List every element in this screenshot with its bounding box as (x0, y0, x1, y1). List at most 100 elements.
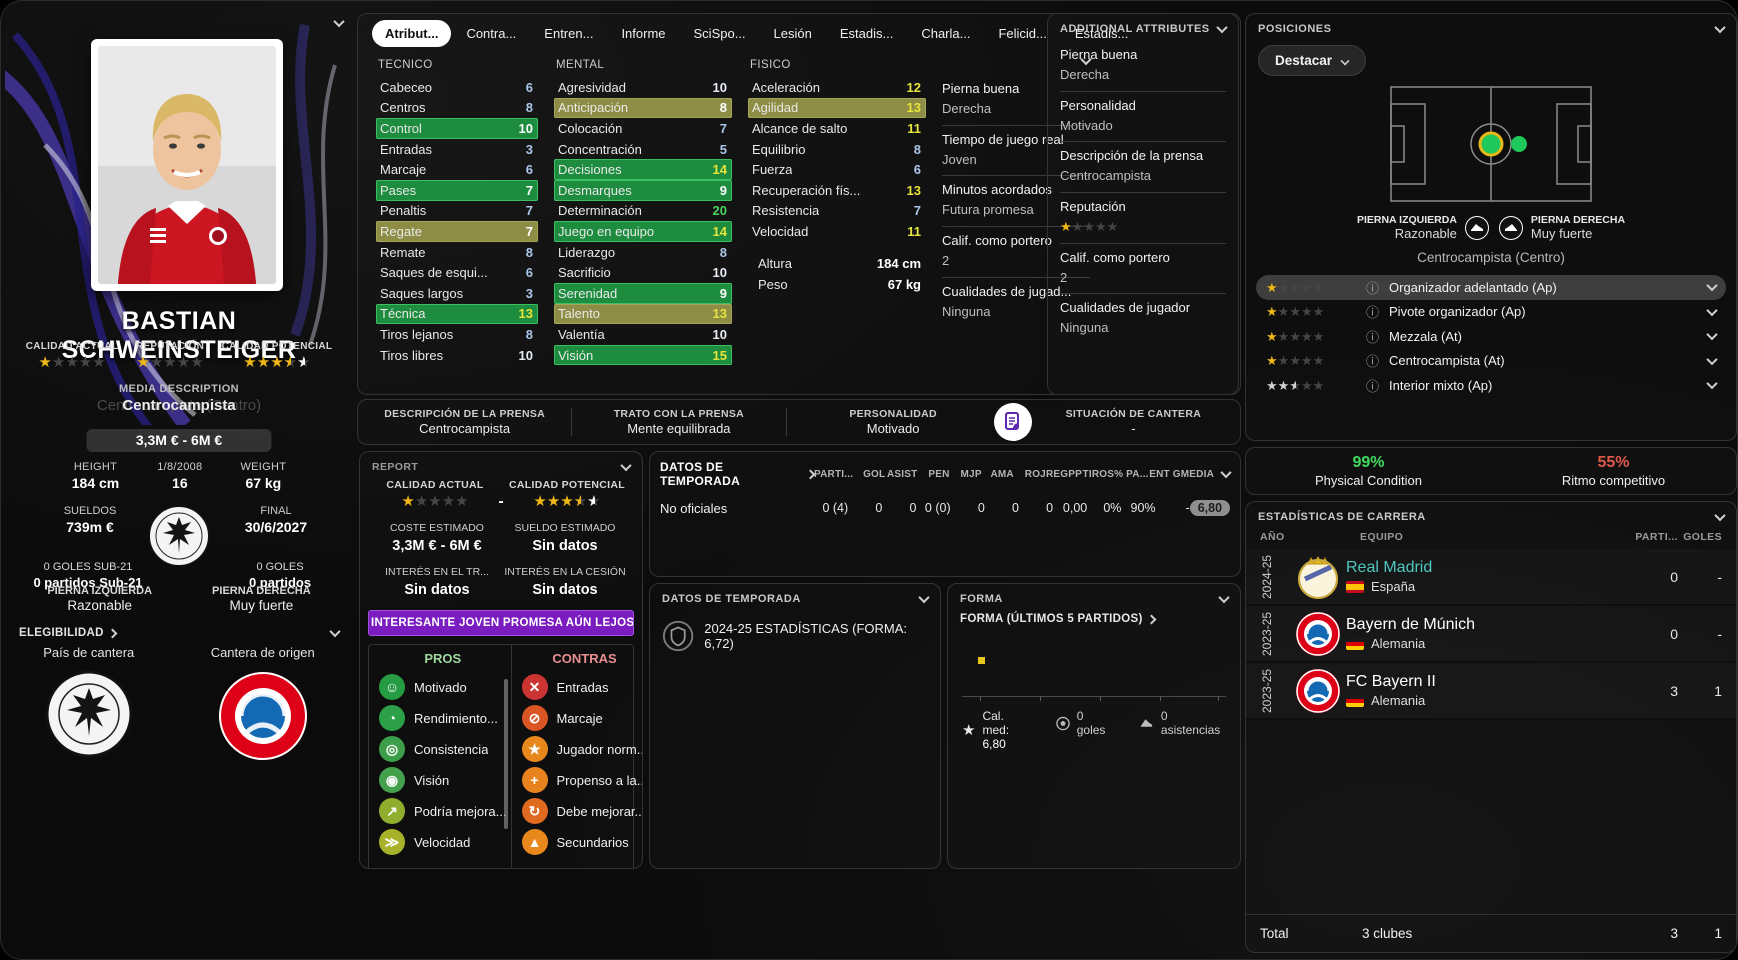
stat-column-header: AMA (990, 468, 1014, 480)
trait-icon: ☺ (379, 674, 405, 700)
career-country: Alemania (1346, 636, 1620, 651)
panel-collapse-chevron-icon[interactable] (918, 591, 930, 604)
form-data-point (978, 657, 985, 664)
stat-column-header: PEN (928, 468, 950, 480)
scrollbar[interactable] (503, 678, 508, 829)
role-row[interactable]: ★★★★★ ⓘ Organizador adelantado (Ap) (1256, 275, 1726, 300)
panel-collapse-chevron-icon[interactable] (620, 459, 632, 472)
role-expand-chevron-icon[interactable] (1706, 280, 1718, 292)
role-row[interactable]: ★★★★★ ⓘ Pivote organizador (Ap) (1256, 300, 1726, 325)
panel-collapse-chevron-icon[interactable] (1714, 21, 1726, 34)
attribute-value: 6 (525, 79, 533, 95)
tab-lesin[interactable]: Lesión (773, 26, 812, 41)
attribute-value: 9 (719, 285, 727, 301)
additional-attributes-panel: ADDITIONAL ATTRIBUTES Pierna buena Derech… (1047, 13, 1239, 395)
info-icon[interactable]: ⓘ (1366, 280, 1380, 296)
attribute-value: 6 (525, 265, 533, 281)
contract-end-stat: FINAL 30/6/2027 (244, 505, 308, 535)
role-expand-chevron-icon[interactable] (1706, 329, 1718, 341)
personality-badge-icon[interactable] (993, 403, 1032, 441)
eligibility-label: ELEGIBILIDAD (19, 627, 104, 639)
tab-felicid[interactable]: Felicid... (998, 26, 1047, 41)
role-label: Mezzala (At) (1389, 328, 1462, 344)
tab-atribut[interactable]: Atribut... (372, 20, 452, 47)
season-table-title[interactable]: DATOS DE TEMPORADA (660, 460, 816, 488)
potential-ability-rating: CALIDAD POTENCIAL ★★★★★★★ (222, 341, 333, 375)
transfer-value-pill[interactable]: 3,3M € - 6M € (86, 429, 272, 452)
real-madrid-crest-icon (1290, 554, 1346, 600)
tab-scispo[interactable]: SciSpo... (693, 26, 746, 41)
pair-label: Calif. como portero (942, 232, 1052, 248)
position-dot-secondary (1511, 136, 1527, 152)
role-row[interactable]: ★★★★★ ⓘ Mezzala (At) (1256, 324, 1726, 349)
role-expand-chevron-icon[interactable] (1706, 353, 1718, 365)
tab-charla[interactable]: Charla... (921, 26, 971, 41)
pair-label: Minutos acordados (942, 182, 1052, 198)
profile-tabbar: Atribut... Contra... Entren... Informe SciSp… (358, 14, 1240, 51)
attribute-row: Centros 8 (376, 98, 538, 119)
pitch-diagram[interactable] (1388, 84, 1594, 204)
form-subtitle-link[interactable]: FORMA (ÚLTIMOS 5 PARTIDOS) (948, 609, 1240, 625)
bayern-crest-icon (1290, 611, 1346, 657)
season-summary-row[interactable]: 2024-25 ESTADÍSTICAS (FORMA: 6,72) (650, 609, 940, 663)
career-row[interactable]: 2023-25 Bayern de Múnich Alemania 0 - (1246, 606, 1736, 663)
panel-collapse-chevron-icon[interactable] (1218, 591, 1230, 604)
info-icon[interactable]: ⓘ (1366, 305, 1380, 321)
attribute-name: Recuperación fís... (752, 182, 861, 198)
role-expand-chevron-icon[interactable] (1706, 378, 1718, 390)
star-icon: ★ (1277, 279, 1290, 295)
pair-label: Descripción de la prensa (1060, 148, 1204, 164)
season-stats-table: DATOS DE TEMPORADA PARTI... GOL ASIST PEN MJ… (649, 451, 1241, 577)
attribute-value: 15 (712, 347, 727, 363)
report-current-ability: CALIDAD ACTUAL ★★★★★ (376, 479, 494, 514)
season-row-label: No oficiales (660, 500, 728, 516)
star-icon: ★ (270, 354, 284, 371)
info-icon[interactable]: ⓘ (1366, 329, 1380, 345)
pair-value: Derecha (942, 101, 992, 117)
youth-nation-row: País de cantera Cantera de origen (5, 645, 353, 767)
scout-report-panel: REPORT CALIDAD ACTUAL ★★★★★ - CALIDAD PO… (359, 451, 643, 869)
attribute-name: Técnica (380, 306, 426, 322)
report-trait-row: ◎ Consistencia (379, 734, 507, 765)
tab-estadis[interactable]: Estadis... (839, 26, 894, 41)
pair-label: Cualidades de jugador (1060, 300, 1191, 316)
right-foot-block: PIERNA DERECHA Muy fuerte (1498, 214, 1625, 241)
attribute-pair: Reputación ★★★★★ (1060, 193, 1226, 244)
career-row[interactable]: 2023-25 FC Bayern II Alemania 3 1 (1246, 663, 1736, 720)
attribute-row: Determinación 20 (554, 201, 732, 222)
trait-label: Podría mejora... (414, 803, 507, 819)
tab-estadis[interactable]: Estadis... (1074, 26, 1129, 41)
career-row[interactable]: 2024-25 Real Madrid España 0 - (1246, 549, 1736, 606)
info-icon[interactable]: ⓘ (1366, 378, 1380, 394)
tab-informe[interactable]: Informe (621, 26, 666, 41)
attribute-row: Talento 13 (554, 303, 732, 325)
attribute-row: Saques largos 3 (376, 283, 538, 304)
trait-icon: ≫ (379, 829, 405, 855)
pair-value: 2 (1060, 269, 1068, 285)
stat-value: 0,00 (1062, 501, 1088, 515)
spain-flag-icon (1346, 580, 1364, 593)
tab-entren[interactable]: Entren... (544, 26, 594, 41)
info-icon[interactable]: ⓘ (1366, 354, 1380, 370)
panel-collapse-chevron-icon[interactable] (1220, 466, 1232, 479)
attribute-row: Concentración 5 (554, 139, 732, 160)
career-team-name[interactable]: Bayern de Múnich (1346, 616, 1475, 633)
tab-contra[interactable]: Contra... (466, 26, 517, 41)
pair-value: Ninguna (942, 303, 991, 319)
attribute-name: Agilidad (752, 100, 799, 116)
career-team-name[interactable]: Real Madrid (1346, 559, 1433, 576)
highlight-dropdown[interactable]: Destacar (1258, 45, 1367, 76)
stat-value: 6,80 (1189, 500, 1231, 516)
stat-value: 0 (977, 501, 985, 515)
panel-collapse-chevron-icon[interactable] (1216, 21, 1228, 34)
panel-collapse-chevron-icon[interactable] (1714, 509, 1726, 522)
star-icon: ★★ (297, 354, 311, 371)
role-expand-chevron-icon[interactable] (1706, 304, 1718, 316)
role-row[interactable]: ★★★★★ ⓘ Centrocampista (At) (1256, 349, 1726, 374)
career-team-name[interactable]: FC Bayern II (1346, 673, 1436, 690)
eligibility-row[interactable]: ELEGIBILIDAD (19, 625, 341, 639)
attribute-name: Liderazgo (558, 244, 616, 260)
career-team-cell: Real Madrid España (1346, 559, 1620, 594)
eligibility-collapse-chevron-icon[interactable] (329, 625, 341, 638)
